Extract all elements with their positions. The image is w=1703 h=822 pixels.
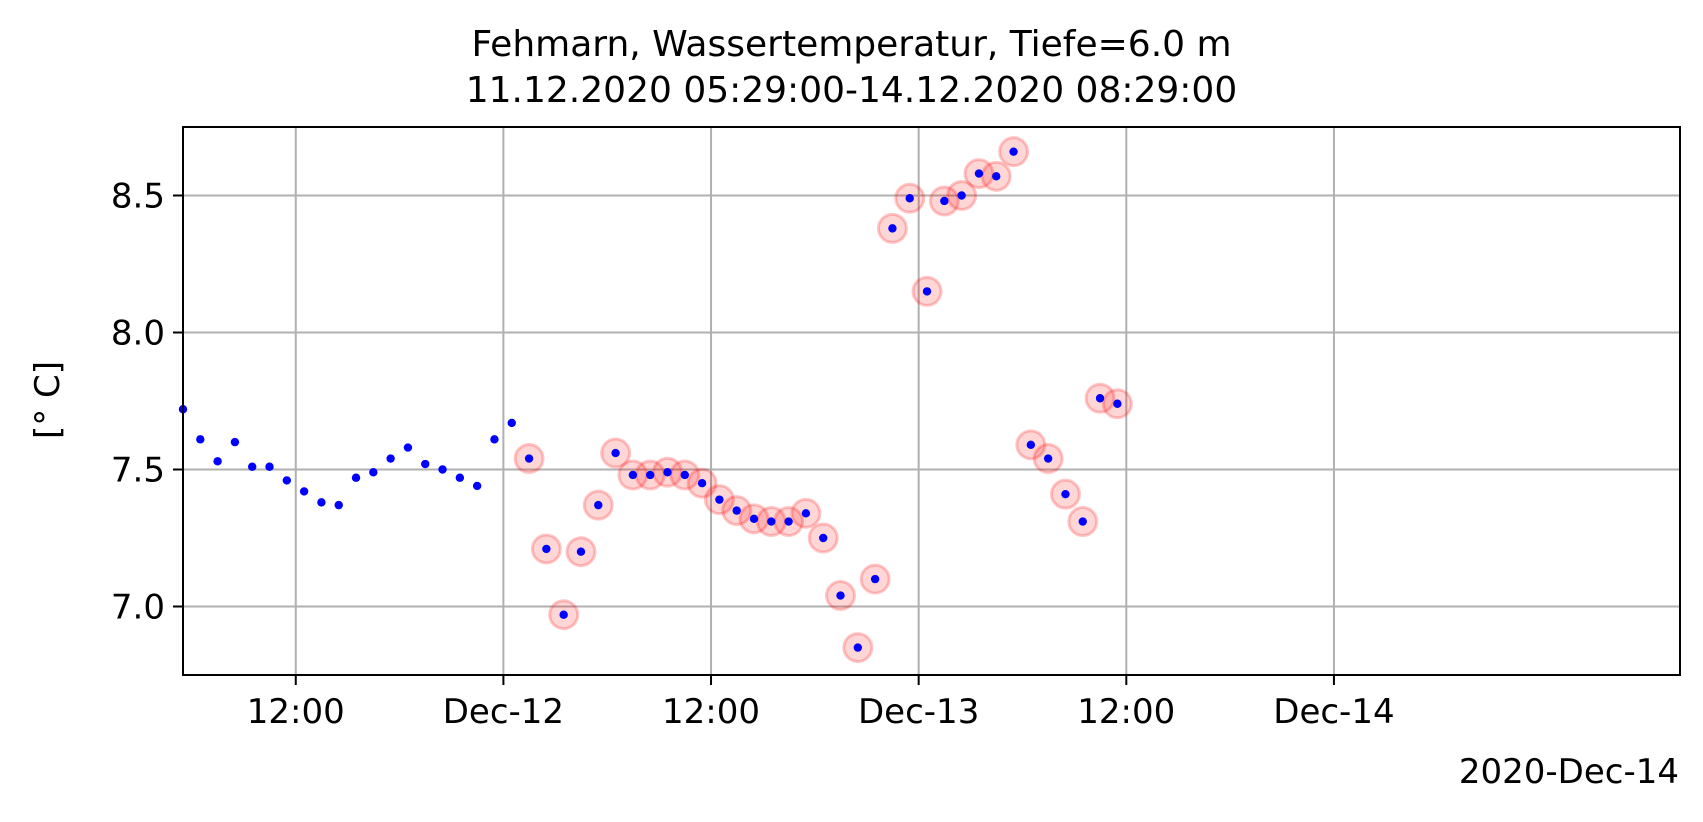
- data-point: [1095, 394, 1105, 403]
- data-point: [819, 533, 828, 543]
- data-point: [905, 194, 914, 203]
- data-point: [645, 470, 655, 480]
- data-point: [1113, 399, 1122, 408]
- data-point: [836, 591, 845, 600]
- data-point: [507, 418, 516, 428]
- data-point: [196, 435, 205, 444]
- data-point: [957, 191, 966, 200]
- data-point: [628, 470, 638, 480]
- data-point: [1009, 147, 1018, 156]
- flag-markers: [513, 136, 1133, 664]
- data-point: [455, 473, 465, 482]
- data-point: [559, 610, 568, 619]
- data-point: [697, 479, 707, 488]
- data-point: [386, 454, 395, 463]
- data-point: [403, 443, 413, 452]
- data-point: [853, 643, 863, 652]
- y-tick-label: 8.5: [111, 177, 165, 217]
- data-point: [870, 574, 880, 584]
- data-point: [334, 500, 343, 510]
- y-tick-label: 7.0: [111, 588, 165, 628]
- data-point: [213, 457, 222, 466]
- data-point: [230, 437, 240, 447]
- x-tick-label: 12:00: [247, 692, 345, 732]
- data-points: [178, 147, 1122, 652]
- data-point: [490, 435, 499, 444]
- data-point: [421, 459, 430, 469]
- data-point: [732, 506, 741, 515]
- data-point: [663, 468, 672, 477]
- x-tick-label: Dec-14: [1273, 692, 1394, 732]
- data-point: [1026, 440, 1036, 450]
- data-point: [248, 462, 257, 471]
- data-point: [576, 547, 586, 556]
- data-point: [801, 509, 811, 518]
- x-axis-offset-label: 2020-Dec-14: [1458, 752, 1679, 792]
- data-point: [940, 196, 949, 206]
- x-tick-label: Dec-12: [443, 692, 564, 732]
- data-point: [351, 473, 361, 482]
- data-point: [524, 454, 534, 463]
- y-tick-label: 7.5: [111, 451, 165, 491]
- x-tick-label: Dec-13: [858, 692, 979, 732]
- plot-frame: [182, 126, 1681, 676]
- data-point: [1061, 489, 1070, 499]
- chart-title-line-1: Fehmarn, Wassertemperatur, Tiefe=6.0 m: [471, 24, 1232, 65]
- data-point: [1078, 517, 1087, 526]
- data-point: [1043, 454, 1053, 463]
- x-tick-label: 12:00: [662, 692, 760, 732]
- data-point: [472, 481, 482, 491]
- data-point: [992, 172, 1001, 181]
- data-point: [767, 517, 776, 526]
- data-point: [265, 462, 274, 471]
- data-point: [317, 498, 326, 507]
- grid: [183, 127, 1680, 675]
- data-point: [282, 476, 292, 485]
- y-tick-label: 8.0: [111, 314, 165, 354]
- data-point: [922, 287, 932, 296]
- data-point: [542, 544, 551, 554]
- data-point: [438, 465, 447, 474]
- data-point: [715, 495, 724, 504]
- data-point: [974, 169, 984, 178]
- data-point: [299, 487, 309, 496]
- chart-title-line-2: 11.12.2020 05:29:00-14.12.2020 08:29:00: [465, 70, 1238, 111]
- axis-ticks: 12:00 Dec-12 12:00 Dec-13 12:00 Dec-14 7.0 7.5 8…: [111, 177, 1395, 733]
- data-point: [888, 224, 897, 233]
- data-point: [594, 500, 603, 510]
- y-axis-label: [° C]: [28, 360, 68, 440]
- data-point: [369, 468, 378, 477]
- data-point: [611, 448, 620, 458]
- x-tick-label: 12:00: [1077, 692, 1175, 732]
- data-point: [784, 517, 793, 526]
- data-point: [749, 514, 759, 524]
- data-point: [680, 470, 689, 480]
